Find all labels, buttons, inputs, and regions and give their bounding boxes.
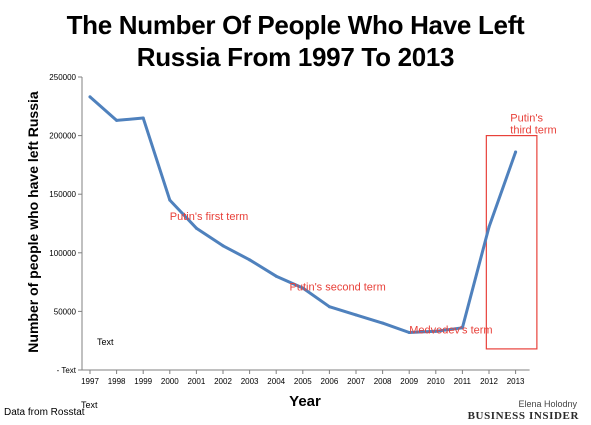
y-tick-label: 200000: [49, 132, 76, 141]
data-point: [514, 150, 518, 154]
x-tick-label: 2006: [321, 377, 339, 386]
x-tick-label: 2008: [374, 377, 392, 386]
data-point: [88, 95, 92, 99]
term-annotation: Putin's third term: [510, 113, 556, 137]
x-tick-label: 1999: [134, 377, 152, 386]
series-line: [88, 95, 518, 334]
data-point: [194, 226, 198, 230]
x-tick-label: 2001: [188, 377, 206, 386]
placeholder-text: Text: [81, 400, 98, 410]
data-point: [354, 313, 358, 317]
chart-title-line-1: The Number Of People Who Have Left: [66, 10, 525, 40]
x-tick-label: 2007: [347, 377, 365, 386]
x-axis-label: Year: [289, 393, 321, 410]
data-point: [115, 118, 119, 122]
data-point: [327, 305, 331, 309]
credit-author: Elena Holodny: [518, 399, 577, 409]
x-tick-label: 2009: [400, 377, 418, 386]
x-tick-label: 2010: [427, 377, 445, 386]
y-tick-label: 50000: [54, 307, 77, 316]
x-tick-label: 2000: [161, 377, 179, 386]
x-tick-label: 2013: [507, 377, 525, 386]
credit-brand-logo: BUSINESS INSIDER: [467, 410, 579, 422]
chart-title-line-2: Russia From 1997 To 2013: [136, 42, 455, 72]
y-tick-label: 250000: [49, 73, 76, 82]
y-tick-label: 150000: [49, 190, 76, 199]
data-point: [141, 116, 145, 120]
data-point: [434, 329, 438, 333]
x-tick-label: 2004: [267, 377, 285, 386]
x-tick-label: 2005: [294, 377, 312, 386]
x-tick-label: 2011: [454, 377, 472, 386]
data-point: [274, 274, 278, 278]
term-annotation: Medvedev's term: [409, 325, 492, 337]
source-note: Data from Rosstat: [4, 407, 85, 418]
data-point: [248, 258, 252, 262]
data-point: [301, 286, 305, 290]
data-point: [168, 198, 172, 202]
x-tick-label: 2002: [214, 377, 232, 386]
data-point: [221, 244, 225, 248]
x-tick-label: 1998: [108, 377, 126, 386]
data-point: [407, 330, 411, 334]
data-point: [381, 321, 385, 325]
data-point: [487, 225, 491, 229]
placeholder-text: Text: [97, 337, 114, 347]
x-tick-label: 1997: [81, 377, 99, 386]
y-tick-label: - Text: [57, 366, 77, 375]
y-tick-label: 100000: [49, 249, 76, 258]
x-tick-label: 2003: [241, 377, 259, 386]
term-annotation: Putin's first term: [170, 211, 249, 223]
data-point: [460, 326, 464, 330]
term-annotation: Putin's second term: [290, 281, 386, 293]
x-tick-label: 2012: [480, 377, 498, 386]
